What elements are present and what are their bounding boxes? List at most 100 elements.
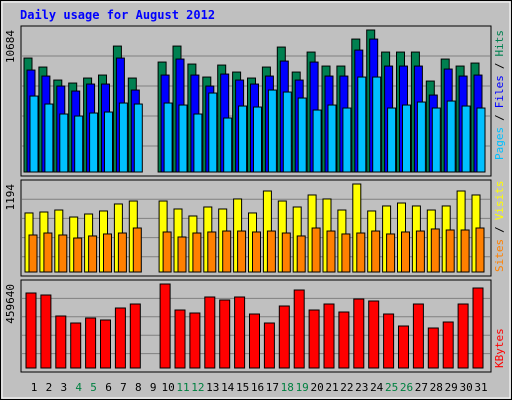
bar bbox=[442, 321, 454, 369]
bar bbox=[415, 230, 425, 273]
y-tick-label: 459640 bbox=[4, 284, 17, 324]
bar bbox=[103, 233, 112, 273]
bar bbox=[267, 89, 277, 173]
bar bbox=[356, 232, 366, 273]
bar bbox=[189, 312, 201, 369]
legend-separator: / bbox=[493, 63, 506, 70]
bar bbox=[253, 106, 262, 173]
bar bbox=[104, 111, 113, 173]
bar bbox=[114, 307, 126, 369]
bar bbox=[278, 305, 290, 369]
x-tick-label: 3 bbox=[60, 381, 67, 394]
legend-entry: Hits bbox=[493, 30, 506, 57]
x-tick-label: 12 bbox=[191, 381, 204, 394]
x-tick-label: 10 bbox=[161, 381, 174, 394]
bar bbox=[311, 227, 321, 273]
bar bbox=[416, 101, 426, 173]
bar bbox=[326, 230, 336, 273]
bar bbox=[401, 231, 410, 273]
bar bbox=[208, 92, 218, 173]
legend-entry: Pages bbox=[493, 127, 506, 160]
bar bbox=[457, 303, 469, 369]
bar bbox=[266, 230, 276, 273]
bar bbox=[475, 227, 485, 273]
bar bbox=[207, 231, 217, 273]
y-tick-label: 1194 bbox=[4, 184, 17, 211]
bar bbox=[44, 103, 54, 173]
legend-entry: KBytes bbox=[493, 328, 506, 368]
legend-separator: / bbox=[493, 226, 506, 233]
bar bbox=[282, 91, 292, 173]
legend: Pages / Files / Hits bbox=[493, 30, 506, 160]
bar bbox=[162, 231, 172, 273]
bar bbox=[89, 112, 99, 173]
bar bbox=[461, 105, 471, 173]
bar bbox=[357, 76, 367, 173]
x-tick-label: 31 bbox=[474, 381, 487, 394]
x-tick-label: 24 bbox=[370, 381, 384, 394]
bar bbox=[368, 300, 380, 369]
bar bbox=[293, 289, 305, 369]
bar bbox=[74, 115, 84, 173]
chart-title: Daily usage for August 2012 bbox=[20, 8, 215, 22]
bar bbox=[427, 327, 439, 369]
bar bbox=[472, 287, 484, 369]
bar bbox=[387, 107, 397, 173]
x-tick-label: 11 bbox=[176, 381, 189, 394]
bar bbox=[118, 102, 128, 173]
legend: Sites / Visits bbox=[493, 181, 506, 273]
bar bbox=[323, 303, 335, 369]
bar bbox=[431, 107, 441, 173]
bar bbox=[222, 230, 232, 273]
x-tick-label: 27 bbox=[415, 381, 428, 394]
bar bbox=[55, 315, 67, 369]
bar bbox=[177, 236, 187, 273]
bar bbox=[163, 102, 173, 173]
bar bbox=[117, 232, 127, 273]
bar bbox=[308, 309, 320, 369]
bar bbox=[223, 117, 233, 173]
bar bbox=[371, 230, 381, 273]
bar bbox=[43, 232, 53, 273]
bar bbox=[132, 227, 142, 273]
bar bbox=[327, 104, 337, 173]
bar bbox=[263, 322, 275, 369]
x-tick-label: 21 bbox=[325, 381, 338, 394]
bar bbox=[237, 230, 247, 273]
x-tick-label: 26 bbox=[400, 381, 413, 394]
legend: KBytes bbox=[493, 328, 506, 368]
bar bbox=[25, 292, 37, 369]
bar bbox=[476, 107, 486, 173]
bar bbox=[398, 325, 409, 369]
x-tick-label: 22 bbox=[340, 381, 353, 394]
bar bbox=[430, 228, 440, 273]
bar bbox=[129, 303, 141, 369]
bar bbox=[412, 303, 424, 369]
x-tick-label: 9 bbox=[150, 381, 157, 394]
bar bbox=[159, 283, 171, 369]
legend-entry: Files bbox=[493, 75, 506, 108]
x-tick-label: 17 bbox=[266, 381, 279, 394]
bar bbox=[446, 100, 456, 173]
bar bbox=[85, 317, 97, 369]
bar bbox=[445, 229, 455, 273]
bar bbox=[234, 296, 246, 369]
x-tick-label: 5 bbox=[90, 381, 97, 394]
bar bbox=[238, 105, 248, 173]
x-tick-label: 2 bbox=[46, 381, 53, 394]
bar bbox=[100, 319, 111, 369]
bar bbox=[178, 104, 188, 173]
x-tick-label: 4 bbox=[75, 381, 82, 394]
x-tick-label: 8 bbox=[135, 381, 142, 394]
bar bbox=[193, 113, 203, 173]
x-tick-label: 7 bbox=[120, 381, 127, 394]
bar bbox=[59, 113, 69, 173]
bar bbox=[402, 104, 411, 173]
x-tick-label: 6 bbox=[105, 381, 112, 394]
x-tick-label: 23 bbox=[355, 381, 368, 394]
bar bbox=[192, 232, 202, 273]
bar bbox=[174, 309, 186, 369]
